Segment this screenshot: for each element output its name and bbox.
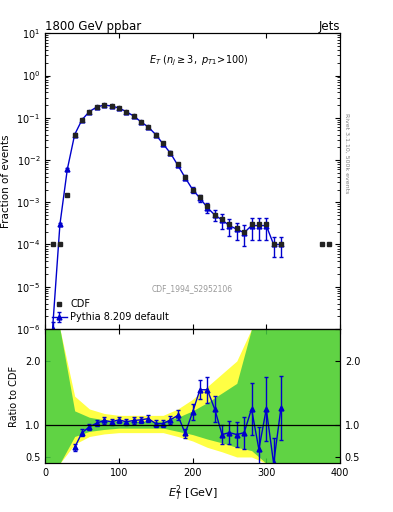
CDF bbox=[139, 119, 143, 125]
CDF bbox=[153, 132, 158, 138]
CDF bbox=[205, 203, 210, 209]
CDF bbox=[264, 221, 269, 227]
CDF bbox=[242, 229, 246, 235]
CDF bbox=[131, 113, 136, 119]
CDF bbox=[327, 242, 331, 248]
CDF bbox=[271, 242, 276, 248]
CDF bbox=[220, 216, 224, 222]
CDF bbox=[116, 105, 121, 111]
CDF bbox=[319, 242, 324, 248]
Text: CDF_1994_S2952106: CDF_1994_S2952106 bbox=[152, 285, 233, 293]
CDF bbox=[146, 124, 151, 130]
CDF bbox=[80, 117, 84, 123]
CDF bbox=[257, 221, 261, 227]
Text: 1800 GeV ppbar: 1800 GeV ppbar bbox=[45, 20, 141, 33]
CDF bbox=[212, 212, 217, 218]
CDF bbox=[65, 191, 70, 198]
Y-axis label: Ratio to CDF: Ratio to CDF bbox=[9, 366, 19, 426]
CDF bbox=[72, 132, 77, 138]
CDF bbox=[234, 225, 239, 231]
Text: Jets: Jets bbox=[318, 20, 340, 33]
CDF bbox=[190, 186, 195, 193]
CDF bbox=[168, 150, 173, 156]
Legend: CDF, Pythia 8.209 default: CDF, Pythia 8.209 default bbox=[50, 297, 171, 324]
CDF bbox=[58, 242, 62, 248]
CDF bbox=[102, 102, 107, 108]
CDF bbox=[50, 242, 55, 248]
Text: $E_T\ (n_j \geq 3,\ p_{T1}\!>\!100)$: $E_T\ (n_j \geq 3,\ p_{T1}\!>\!100)$ bbox=[149, 54, 248, 69]
CDF bbox=[161, 140, 165, 146]
CDF bbox=[176, 161, 180, 167]
CDF bbox=[249, 221, 254, 227]
CDF bbox=[109, 103, 114, 109]
Y-axis label: Fraction of events: Fraction of events bbox=[0, 134, 11, 228]
CDF bbox=[198, 195, 202, 201]
Text: Rivet 3.1.10, 500k events: Rivet 3.1.10, 500k events bbox=[344, 114, 349, 194]
CDF bbox=[124, 109, 129, 115]
CDF bbox=[87, 109, 92, 115]
CDF bbox=[279, 242, 283, 248]
Line: CDF: CDF bbox=[50, 102, 331, 247]
CDF bbox=[94, 104, 99, 110]
X-axis label: $E_T^2\ \mathrm{[GeV]}$: $E_T^2\ \mathrm{[GeV]}$ bbox=[168, 484, 217, 503]
CDF bbox=[227, 221, 232, 227]
CDF bbox=[183, 174, 187, 180]
